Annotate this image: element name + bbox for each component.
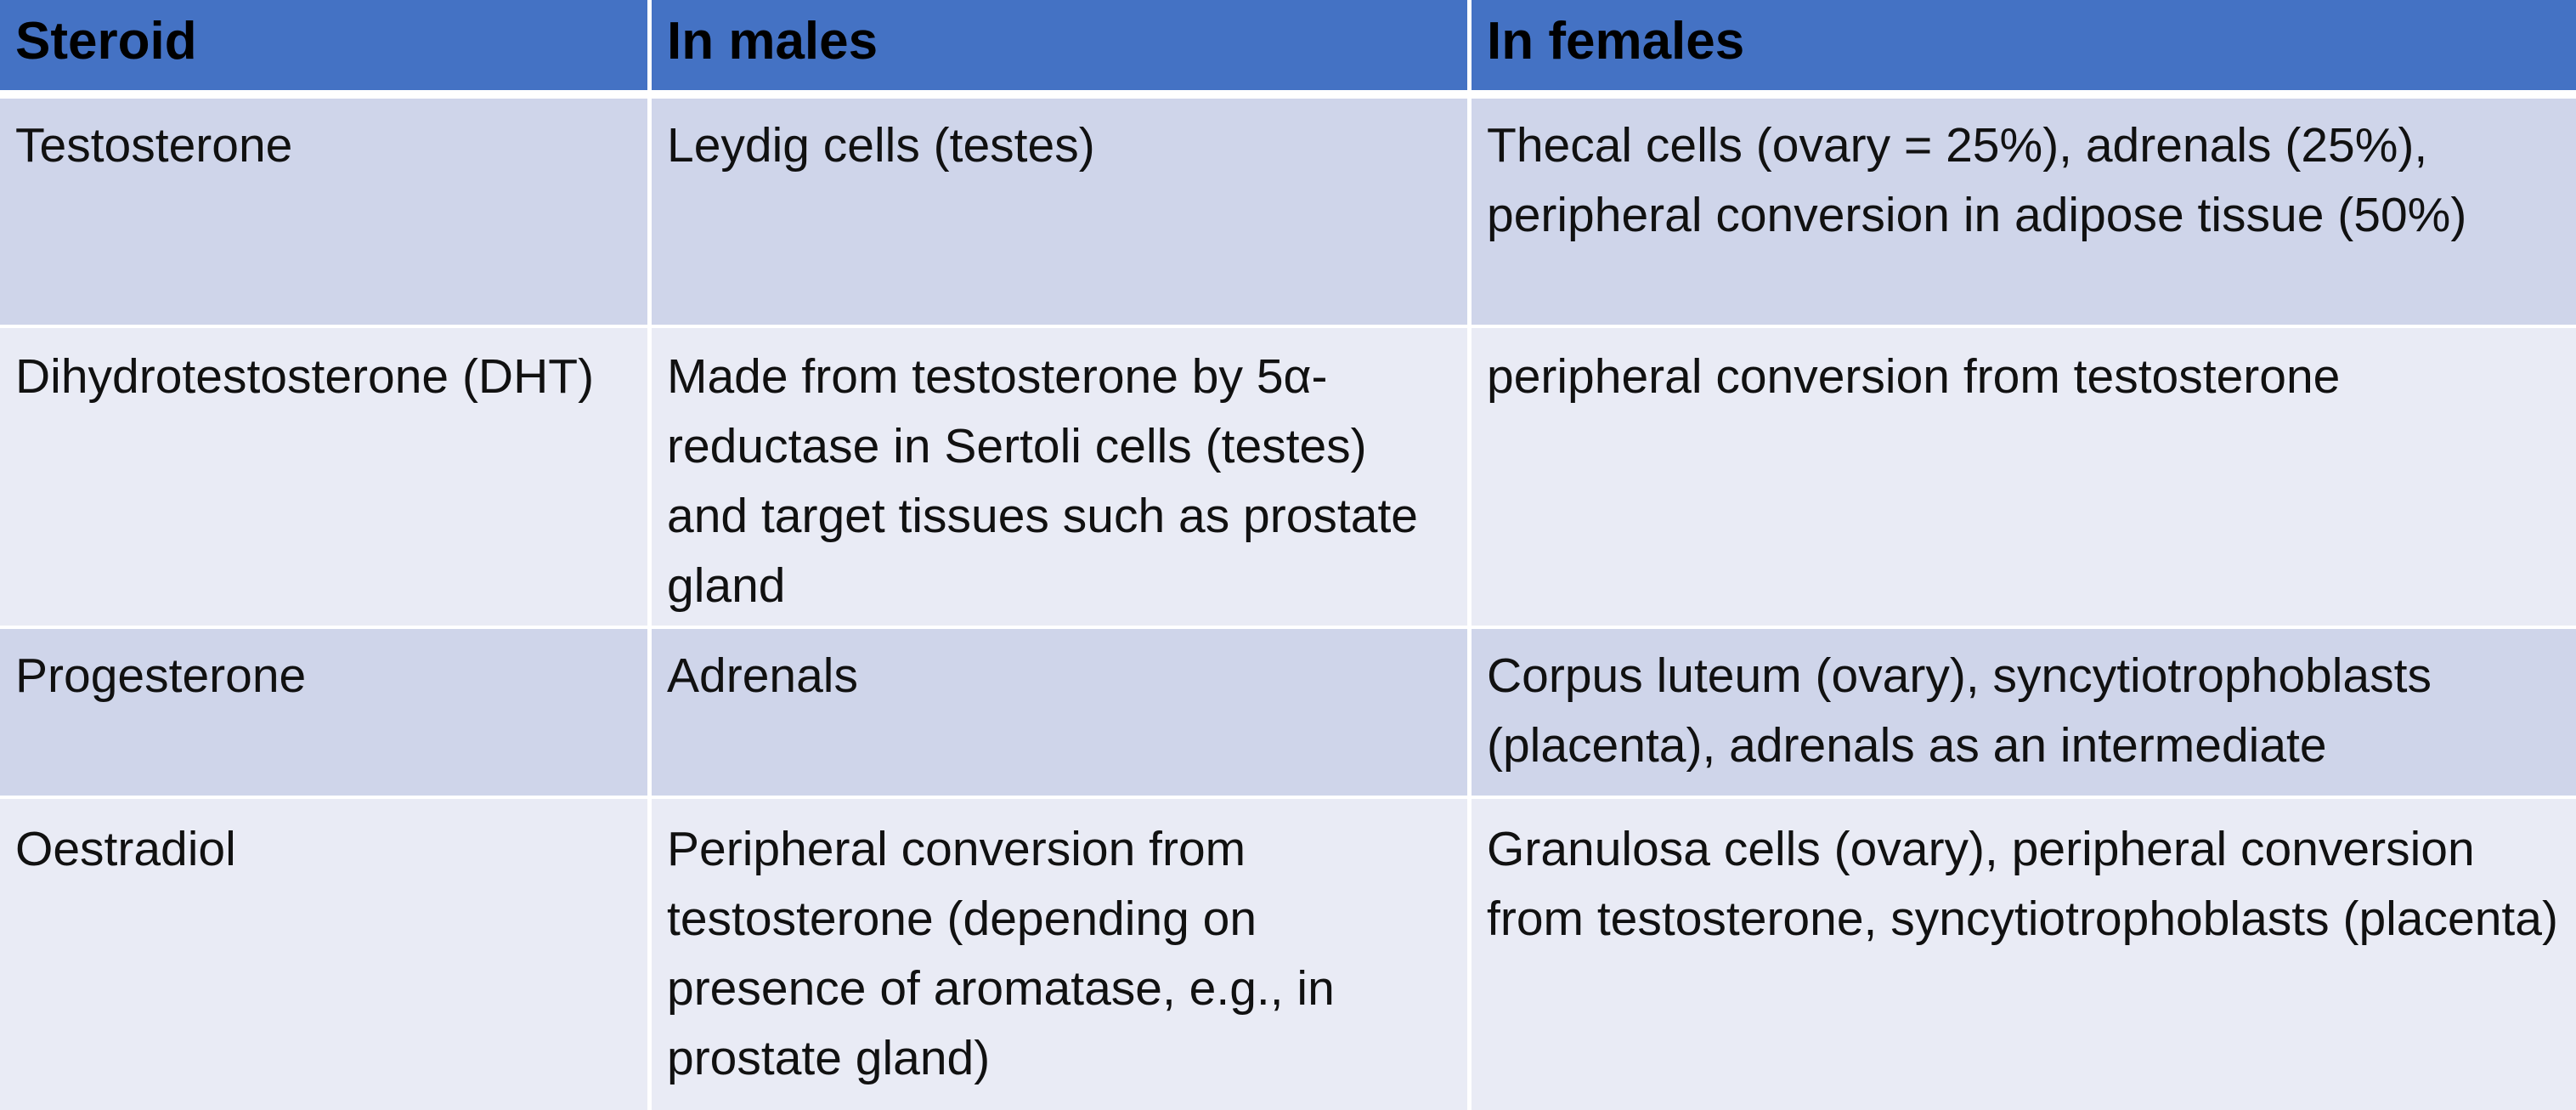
header-steroid: Steroid bbox=[15, 12, 197, 71]
steroid-cell: Progesterone bbox=[15, 648, 307, 703]
table-row: Testosterone Leydig cells (testes) Theca… bbox=[0, 99, 2576, 325]
row-divider bbox=[0, 626, 2576, 629]
males-cell: Peripheral conversion from testosterone … bbox=[647, 799, 1467, 1110]
males-cell: Adrenals bbox=[647, 629, 1467, 796]
header-in-females: In females bbox=[1467, 0, 2576, 90]
females-cell: Corpus luteum (ovary), syncytiotrophobla… bbox=[1467, 629, 2576, 796]
table-row: Oestradiol Peripheral conversion from te… bbox=[0, 799, 2576, 1110]
steroid-cell: Oestradiol bbox=[15, 822, 236, 876]
males-cell: Leydig cells (testes) bbox=[647, 99, 1467, 325]
females-cell: Thecal cells (ovary = 25%), adrenals (25… bbox=[1467, 99, 2576, 325]
row-divider bbox=[0, 325, 2576, 328]
steroid-cell: Testosterone bbox=[15, 118, 293, 173]
table-row: Progesterone Adrenals Corpus luteum (ova… bbox=[0, 629, 2576, 796]
females-cell: Granulosa cells (ovary), peripheral conv… bbox=[1467, 799, 2576, 1110]
header-divider bbox=[0, 90, 2576, 99]
table-row: Dihydrotestosterone (DHT) Made from test… bbox=[0, 328, 2576, 626]
table-header-row: Steroid In males In females bbox=[0, 0, 2576, 90]
females-cell: peripheral conversion from testosterone bbox=[1467, 328, 2576, 626]
row-divider bbox=[0, 796, 2576, 799]
steroid-cell: Dihydrotestosterone (DHT) bbox=[15, 349, 595, 404]
header-in-males: In males bbox=[647, 0, 1467, 90]
males-cell: Made from testosterone by 5α-reductase i… bbox=[647, 328, 1467, 626]
